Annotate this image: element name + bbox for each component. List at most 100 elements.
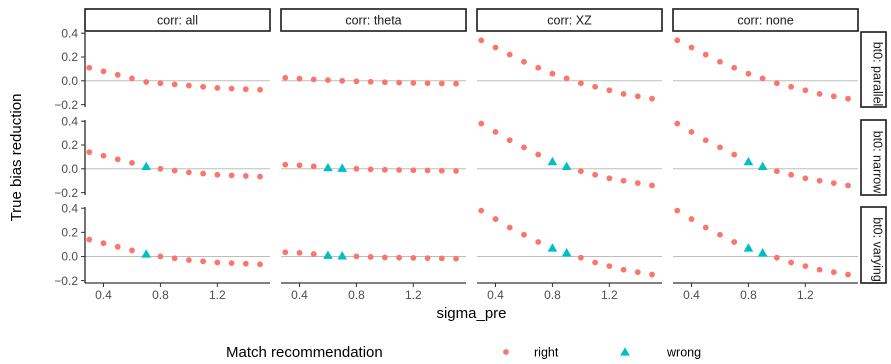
facet-strip-label: corr: XZ [547,14,592,28]
data-point-right [731,239,738,245]
data-point-right [129,159,135,166]
data-point-right [296,249,303,256]
data-point-right [367,78,374,85]
x-tick-label: 0.8 [348,288,365,302]
data-point-right [649,271,655,278]
x-tick-label: 1.2 [405,288,422,302]
data-point-right [296,75,303,82]
data-point-right [367,166,374,173]
data-point-right [478,37,485,44]
data-point-right [492,216,499,222]
legend-label-wrong: wrong [666,346,701,360]
data-point-wrong [743,243,754,252]
data-point-right [325,77,331,83]
data-point-right [310,163,317,170]
data-point-right [438,80,445,87]
facet-strip-label: corr: theta [345,14,401,28]
data-point-right [649,182,655,189]
data-point-right [171,167,178,174]
data-point-right [535,64,542,71]
data-point-right [521,144,527,151]
data-point-right [788,259,795,266]
data-point-right [577,168,584,175]
y-tick-label: 0.4 [61,114,78,128]
data-point-right [410,80,417,86]
data-point-right [702,137,709,144]
data-point-right [86,149,93,156]
data-point-right [200,170,207,177]
data-point-right [688,216,695,222]
data-point-wrong [547,156,558,166]
data-point-right [410,167,417,174]
facet-strip-row [860,206,887,284]
data-point-right [634,269,641,276]
data-point-wrong [757,161,768,171]
data-point-right [521,231,527,238]
data-point-wrong [561,161,572,171]
legend-title: Match recommendation [226,344,383,361]
data-point-right [674,207,681,214]
data-point-right [185,82,192,89]
legend: Match recommendation right wrong [226,344,701,361]
data-point-right [424,255,431,262]
data-point-wrong [141,161,151,171]
data-point-right [228,172,235,179]
data-point-right [257,86,263,93]
data-point-right [453,80,459,87]
data-point-right [492,129,499,135]
data-point-right [171,81,178,88]
data-point-right [185,257,192,263]
data-point-right [353,165,360,172]
data-point-right [788,83,795,90]
data-point-right [228,260,235,266]
data-point-right [802,175,809,182]
data-point-right [577,254,584,261]
data-point-right [381,254,388,261]
data-point-right [717,231,723,238]
data-point-right [688,129,695,135]
x-tick-label: 0.8 [152,288,169,302]
data-point-right [688,44,695,51]
x-tick-label: 1.2 [209,288,226,302]
data-point-right [410,255,417,261]
facet-strip-row-label: bt0: varying [871,217,885,282]
data-point-right [157,80,164,87]
y-tick-label: 0.4 [61,26,78,40]
data-point-right [214,85,221,91]
data-point-right [845,271,851,278]
data-point-right [759,75,766,82]
data-point-right [114,71,121,78]
data-point-right [100,68,107,75]
data-point-right [438,167,445,174]
data-point-right [200,258,207,265]
data-point-right [478,207,485,214]
data-point-right [731,64,738,71]
data-point-right [381,79,388,86]
data-point-right [592,83,599,90]
data-point-right [353,253,360,260]
y-tick-label: 0.2 [61,138,78,152]
data-point-right [773,80,780,87]
y-tick-label: 0.0 [61,74,78,88]
x-tick-label: 0.4 [95,288,112,302]
data-point-right [592,171,599,178]
data-point-right [114,156,121,163]
data-point-right [620,266,627,273]
data-point-right [310,251,317,257]
data-point-right [717,58,723,65]
data-point-right [745,70,752,77]
facet-strip-row-label: bt0: parallel [871,42,885,107]
facet-strip-col [672,8,859,32]
data-point-right [830,269,837,276]
data-point-right [845,182,851,189]
data-point-wrong [561,248,572,257]
y-axis-title: True bias reduction [8,94,25,222]
data-point-right [282,74,289,81]
facet-strip-row [860,119,887,196]
data-point-right [702,224,709,231]
data-point-right [114,243,121,250]
data-point-right [438,255,445,262]
data-point-wrong [547,243,558,252]
data-point-right [506,224,513,231]
